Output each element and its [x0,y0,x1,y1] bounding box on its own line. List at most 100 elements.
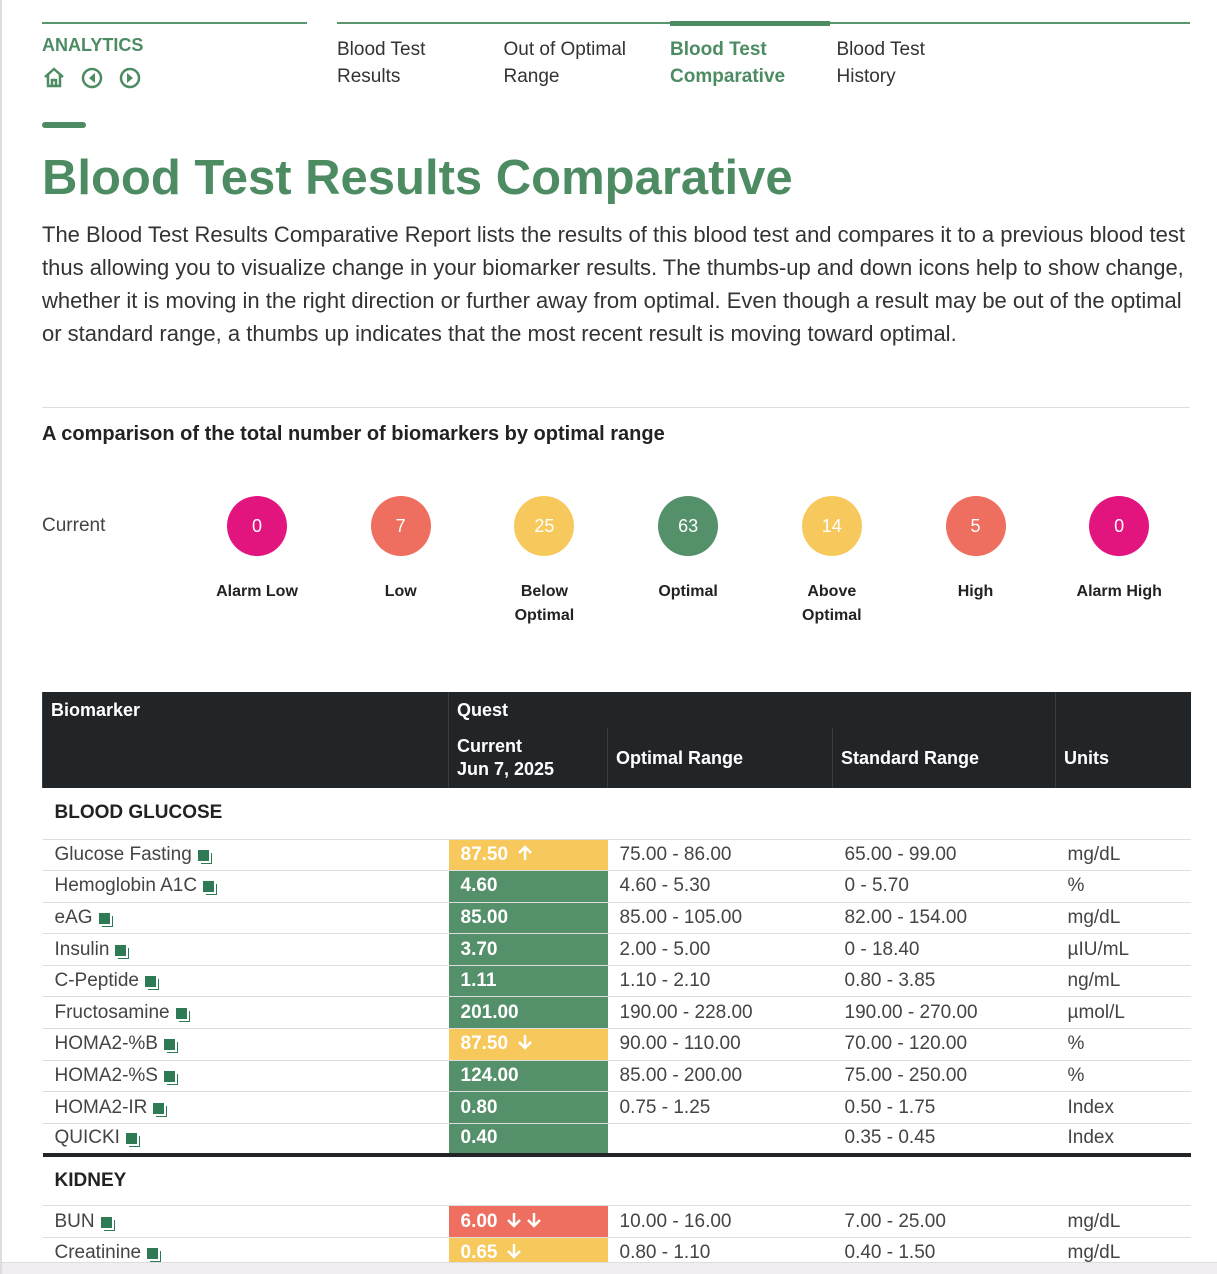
trend-arrow [518,845,532,860]
biomarker-name: Insulin [54,938,110,960]
copy-icon[interactable] [163,1070,175,1082]
biomarker-name: QUICKI [54,1127,120,1149]
copy-icon[interactable] [153,1102,165,1114]
nav-tab[interactable]: Blood Test Comparative [670,39,786,87]
copy-icon[interactable] [98,912,110,924]
arrow-path [507,1212,522,1228]
header-text: Jun 7, 2025 [457,759,555,779]
back-icon[interactable] [81,67,103,89]
units-cell: % [1055,1028,1191,1061]
optimal-cell: 4.60 - 5.30 [607,870,833,903]
page-title: Blood Test Results Comparative [42,151,793,205]
biomarker-name: Glucose Fasting [54,843,192,865]
biomarker-name: HOMA2-IR [54,1096,148,1118]
value-cell: 1.11 [448,965,608,998]
section-label: ANALYTICS [42,35,144,55]
copy-icon[interactable] [203,881,215,893]
copy-icon[interactable] [197,849,209,861]
result-row: HOMA2-%S 124.00 85.00 - 200.00 75.00 - 250.… [42,1060,1191,1093]
biomarker-cell: eAG [42,902,449,935]
section-name: KIDNEY [42,1154,1191,1207]
nav-tab[interactable]: Blood Test History [836,39,925,87]
value-cell: 87.50 [448,1028,608,1061]
biomarker-cell: C-Peptide [42,965,449,998]
value-cell: 0.40 [448,1123,608,1157]
result-row: Hemoglobin A1C 4.60 4.60 - 5.30 0 - 5.70% [42,870,1191,903]
result-value: 6.00 [460,1210,498,1232]
value-cell: 4.60 [448,870,608,903]
count-circle: 14 [801,496,862,556]
count-label: Below Optimal [514,583,575,624]
biomarker-cell: Insulin [42,933,449,966]
biomarker-name: eAG [54,906,93,928]
standard-cell: 0 - 5.70 [832,870,1056,903]
result-row: QUICKI 0.40 0.35 - 0.45 Index [42,1123,1191,1157]
forward-icon[interactable] [119,67,141,89]
header-cell: Units [1055,728,1191,788]
biomarker-name: Hemoglobin A1C [54,875,198,897]
home-icon[interactable] [44,67,64,88]
count-label: Above Optimal [802,583,862,624]
header-cell [1055,692,1191,728]
nav-tab[interactable]: Out of Optimal Range [503,39,627,87]
biomarker-cell: HOMA2-%B [42,1028,449,1061]
standard-cell: 65.00 - 99.00 [832,839,1056,872]
units-cell: mg/dL [1055,1205,1191,1239]
result-row: eAG 85.00 85.00 - 105.00 82.00 - 154.00 mg/d… [42,902,1191,935]
nav-line [42,22,307,24]
trend-arrow [527,1212,542,1228]
copy-icon[interactable] [100,1216,112,1228]
biomarker-name: BUN [54,1210,95,1232]
optimal-cell [607,1123,833,1157]
count-circle: 7 [370,496,431,556]
count-label: Alarm High [1076,583,1162,600]
count-label: Low [384,583,417,600]
standard-cell: 75.00 - 250.00 [832,1060,1056,1093]
section-name: BLOOD GLUCOSE [42,788,1191,840]
copy-icon[interactable] [145,976,156,988]
value-cell: 85.00 [448,902,608,935]
value-cell: 87.50 [448,839,608,872]
count-circle: 5 [945,496,1006,556]
result-row: Fructosamine 201.00 190.00 - 228.00 190.00 … [42,996,1191,1030]
section-row: KIDNEY [42,1154,1191,1207]
standard-cell: 82.00 - 154.00 [832,902,1056,935]
results-table: Biomarker Quest Current Jun 7, 2025 Optimal… [42,692,1191,1270]
copy-icon[interactable] [163,1039,175,1051]
arrow-path [527,1212,542,1228]
biomarker-cell: Glucose Fasting [42,839,449,872]
optimal-cell: 2.00 - 5.00 [607,933,833,966]
biomarker-cell: QUICKI [42,1123,449,1157]
optimal-cell: 1.10 - 2.10 [607,965,833,998]
result-value: 0.40 [460,1127,498,1149]
nav-tab[interactable]: Blood Test Results [337,39,426,87]
arrow-path [518,1035,532,1051]
result-value: 87.50 [460,1033,509,1055]
copy-icon[interactable] [147,1248,159,1260]
copy-icon[interactable] [175,1007,187,1019]
arrow-path [518,845,532,860]
forward-arrow [127,73,133,83]
value-cell: 0.80 [448,1091,608,1124]
header-cell [42,728,449,788]
trend-arrow [518,1035,532,1051]
back-arrow [89,73,95,83]
standard-cell: 0.50 - 1.75 [832,1091,1056,1124]
biomarker-name: C-Peptide [54,970,140,992]
biomarker-name: HOMA2-%B [54,1033,158,1055]
description: The Blood Test Results Comparative Repor… [42,222,1185,346]
count-circle: 63 [658,496,719,556]
result-row: Glucose Fasting 87.50 75.00 - 86.00 65.00 -… [42,839,1191,872]
value-cell: 124.00 [448,1060,608,1093]
optimal-cell: 90.00 - 110.00 [607,1028,833,1061]
result-value: 4.60 [460,875,498,897]
copy-icon[interactable] [125,1133,137,1145]
units-cell: % [1055,1060,1191,1093]
arrow-path [507,1244,522,1260]
biomarker-cell: HOMA2-IR [42,1091,449,1124]
copy-icon[interactable] [115,944,127,956]
units-cell: µIU/mL [1055,933,1191,966]
header-cell: Quest [448,692,1056,728]
units-cell: mg/dL [1055,902,1191,935]
